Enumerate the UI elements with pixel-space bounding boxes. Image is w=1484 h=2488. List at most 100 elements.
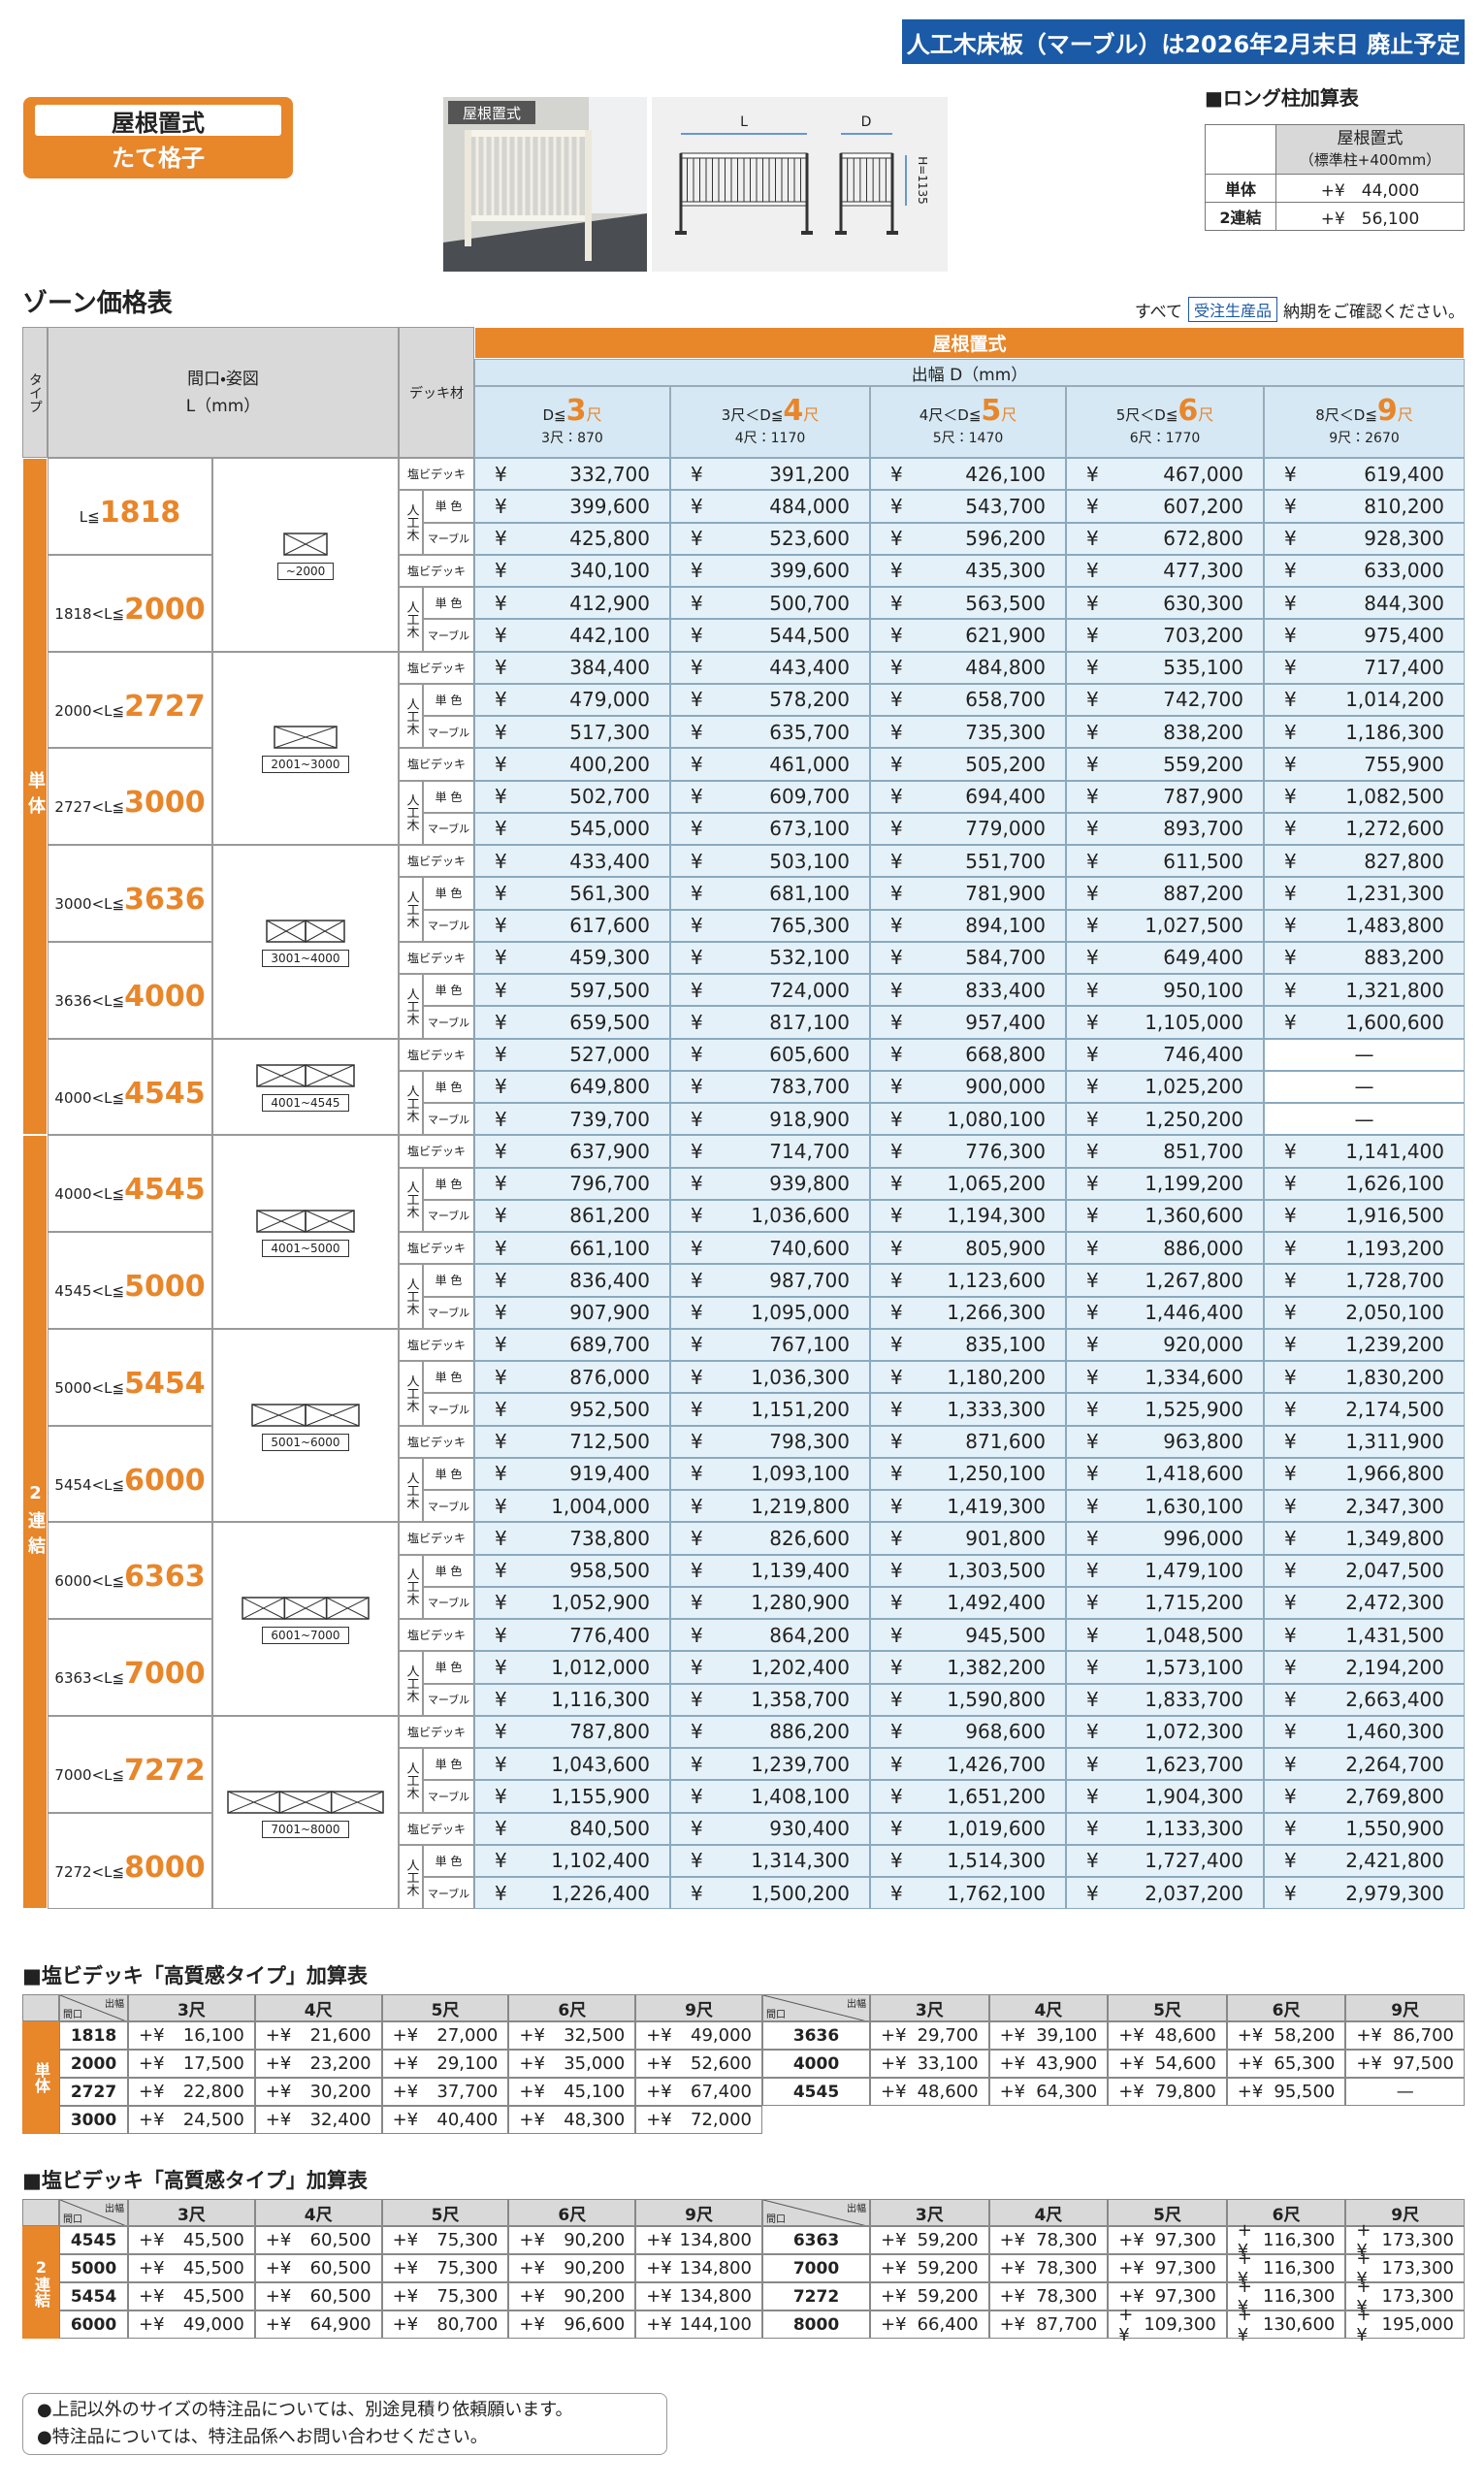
price-cell: ¥2,347,300 <box>1264 1490 1465 1523</box>
currency: ¥ <box>1284 1655 1297 1679</box>
addon-column: 4尺 <box>254 2199 382 2226</box>
price-cell: ¥617,600 <box>474 909 670 942</box>
addon-price: 59,200 <box>917 2286 979 2307</box>
header-deck: デッキ材 <box>399 327 474 458</box>
addon-price: 97,300 <box>1154 2230 1216 2250</box>
addon-prefix: +¥ <box>519 2053 545 2074</box>
currency: ¥ <box>691 817 703 841</box>
currency: ¥ <box>1284 881 1297 905</box>
figure-cross <box>227 1791 280 1813</box>
currency: ¥ <box>890 1591 903 1615</box>
price-cell: ¥400,200 <box>474 748 670 781</box>
price-cell: ¥1,004,000 <box>474 1490 670 1523</box>
price: 400,200 <box>569 752 650 776</box>
price: 996,000 <box>1163 1526 1243 1550</box>
figure-cross <box>256 1210 306 1233</box>
price: 2,194,200 <box>1345 1655 1444 1679</box>
column-number: 4 <box>783 394 804 428</box>
addon-cell: +¥ 45,100 <box>508 2078 636 2106</box>
price-cell: ¥477,300 <box>1066 554 1264 587</box>
price-cell: ¥787,800 <box>474 1715 670 1748</box>
price-cell: ¥1,333,300 <box>870 1393 1066 1426</box>
price: 817,100 <box>769 1010 850 1034</box>
currency: ¥ <box>890 462 903 486</box>
price-cell: ¥332,700 <box>474 458 670 491</box>
price-cell: ¥1,194,300 <box>870 1199 1066 1232</box>
addon-prefix: +¥ <box>1118 2304 1134 2345</box>
corner-size: 間口 <box>63 2214 82 2225</box>
currency: ¥ <box>495 462 507 486</box>
addon-cell: +¥ 97,500 <box>1345 2050 1465 2078</box>
price: 1,202,400 <box>751 1655 850 1679</box>
addon-price: 45,500 <box>182 2258 244 2278</box>
price: 887,200 <box>1163 881 1243 905</box>
addon-cell: +¥ 45,500 <box>128 2282 255 2310</box>
corner-diagonal <box>763 1995 866 2020</box>
price: 1,123,600 <box>947 1268 1046 1292</box>
price: 783,700 <box>769 1075 850 1099</box>
currency: ¥ <box>691 1462 703 1486</box>
addon-column: 9尺 <box>1345 2199 1465 2226</box>
currency: ¥ <box>1284 914 1297 938</box>
addon-prefix: +¥ <box>1118 2230 1145 2250</box>
currency: ¥ <box>691 527 703 551</box>
price: 1,105,000 <box>1145 1010 1243 1034</box>
addon-price: 134,800 <box>679 2230 752 2250</box>
price-cell: ¥1,036,600 <box>670 1199 870 1232</box>
price: 332,700 <box>569 462 650 486</box>
figure-panel <box>305 1064 355 1088</box>
addon-price: 54,600 <box>1154 2053 1216 2074</box>
price: 1,043,600 <box>551 1752 650 1776</box>
corner-size: 間口 <box>63 2010 82 2020</box>
long-post-type: 単体 <box>1205 174 1276 203</box>
currency: ¥ <box>495 720 507 744</box>
price-cell: ¥1,043,600 <box>474 1748 670 1781</box>
column-sub: 4尺：1170 <box>734 431 806 446</box>
price-cell: ¥505,200 <box>870 748 1066 781</box>
addon-price: 45,500 <box>182 2230 244 2250</box>
price-cell: ¥597,500 <box>474 974 670 1007</box>
price-cell: ¥578,200 <box>670 683 870 716</box>
addon-prefix: +¥ <box>1118 2025 1145 2046</box>
addon-prefix: +¥ <box>881 2230 907 2250</box>
currency: ¥ <box>890 1559 903 1583</box>
currency: ¥ <box>1086 1333 1099 1357</box>
price-cell: ¥1,966,800 <box>1264 1457 1465 1490</box>
price: 1,133,300 <box>1145 1817 1243 1841</box>
long-post-header: 屋根置式 （標準柱+400mm） <box>1275 124 1465 175</box>
addon-price: 144,100 <box>679 2314 752 2335</box>
price-cell: ¥630,300 <box>1066 587 1264 620</box>
currency: ¥ <box>890 591 903 615</box>
deck-pvc: 塩ビデッキ <box>399 1038 474 1071</box>
price-cell: ¥864,200 <box>670 1619 870 1652</box>
figure-label: 5001~6000 <box>262 1433 349 1451</box>
addon-cell: +¥ 39,100 <box>988 2021 1109 2050</box>
railing-post <box>585 130 592 261</box>
currency: ¥ <box>1284 1172 1297 1196</box>
railing-rail <box>468 215 589 221</box>
price-cell: ¥776,300 <box>870 1135 1066 1168</box>
size-limit: 5000 <box>124 1270 206 1304</box>
addon-cell: +¥ 195,000 <box>1345 2305 1465 2345</box>
price: 1,180,200 <box>947 1365 1046 1389</box>
currency: ¥ <box>691 1881 703 1905</box>
price-cell: ¥952,500 <box>474 1393 670 1426</box>
deck-mono: 単 色 <box>423 877 474 910</box>
currency: ¥ <box>1086 849 1099 873</box>
price-cell: ¥1,492,400 <box>870 1586 1066 1619</box>
currency: ¥ <box>495 1881 507 1905</box>
addon-column: 5尺 <box>381 1994 509 2021</box>
currency: ¥ <box>495 1623 507 1647</box>
addon-size: 6000 <box>59 2310 128 2339</box>
addon-cell: +¥ 75,300 <box>381 2226 509 2254</box>
price: 2,421,800 <box>1345 1849 1444 1873</box>
column-header: 3尺＜D≦4尺 4尺：1170 <box>670 386 870 458</box>
price: 893,700 <box>1163 817 1243 841</box>
addon-prefix: +¥ <box>265 2053 292 2074</box>
deck-pvc: 塩ビデッキ <box>399 748 474 781</box>
column-header: D≦3尺 3尺：870 <box>474 386 670 458</box>
currency: ¥ <box>1086 559 1099 583</box>
currency: ¥ <box>495 1333 507 1357</box>
price-cell: ¥1,133,300 <box>1066 1812 1264 1845</box>
deck-pvc: 塩ビデッキ <box>399 1232 474 1265</box>
